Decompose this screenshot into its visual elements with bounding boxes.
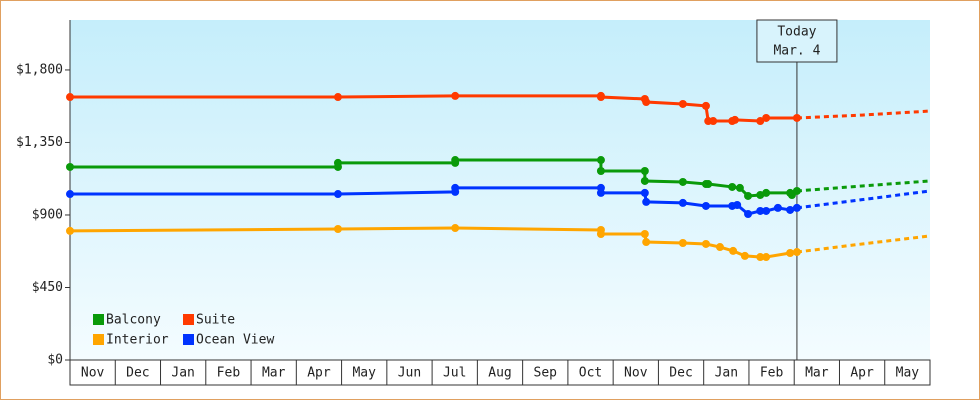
today-box: [756, 19, 838, 63]
point: [792, 248, 801, 257]
point: [744, 210, 753, 219]
today-label: Mar. 4: [773, 44, 820, 59]
point: [333, 158, 342, 167]
x-tick-label: Dec: [669, 366, 692, 381]
x-tick-label: Sep: [534, 366, 558, 381]
point: [735, 183, 744, 192]
legend-swatch: [93, 314, 104, 325]
point: [762, 188, 771, 197]
x-tick-label: Apr: [307, 366, 331, 381]
point: [701, 101, 710, 110]
point: [701, 239, 710, 248]
point: [333, 224, 342, 233]
x-tick-label: Mar: [262, 366, 286, 381]
plot-area: [70, 20, 930, 360]
forecast-line: [796, 189, 931, 210]
legend-label: Ocean View: [196, 333, 274, 348]
point: [640, 176, 649, 185]
forecast-line: [796, 234, 931, 254]
point: [642, 197, 651, 206]
point: [733, 200, 742, 209]
point: [744, 191, 753, 200]
x-tick-label: Jun: [398, 366, 421, 381]
point: [709, 117, 718, 126]
x-tick-label: Mar: [805, 366, 829, 381]
point: [451, 224, 460, 233]
x-tick-label: Nov: [624, 366, 648, 381]
series-line: [70, 94, 797, 123]
point: [756, 253, 765, 262]
point: [678, 99, 687, 108]
point: [640, 166, 649, 175]
point: [678, 198, 687, 207]
legend-swatch: [93, 334, 104, 345]
x-tick-label: Jan: [715, 366, 738, 381]
point: [66, 226, 74, 235]
point: [642, 98, 651, 107]
legend-label: Balcony: [106, 313, 161, 328]
y-tick-label: $1,350: [16, 135, 63, 150]
x-tick-label: Feb: [217, 366, 241, 381]
y-tick-label: $1,800: [16, 62, 63, 77]
legend-label: Interior: [106, 333, 169, 348]
point: [756, 206, 765, 215]
point: [786, 249, 795, 258]
forecast-line: [796, 109, 931, 120]
point: [596, 229, 605, 238]
point: [701, 201, 710, 210]
point: [642, 238, 651, 247]
point: [640, 229, 649, 238]
point: [66, 93, 74, 102]
x-tick-label: Apr: [850, 366, 874, 381]
point: [704, 180, 713, 189]
point: [740, 251, 749, 260]
point: [729, 246, 738, 255]
point: [792, 186, 801, 195]
point: [66, 162, 74, 171]
y-tick-label: $0: [47, 353, 63, 368]
point: [762, 253, 771, 262]
x-tick-label: Dec: [126, 366, 149, 381]
x-tick-label: Aug: [488, 366, 511, 381]
point: [678, 177, 687, 186]
point: [756, 117, 765, 126]
point: [762, 113, 771, 122]
x-tick-label: Oct: [579, 366, 602, 381]
x-axis-band: [69, 359, 931, 386]
point: [451, 183, 460, 192]
x-tick-label: May: [896, 366, 920, 381]
point: [640, 188, 649, 197]
point: [333, 190, 342, 199]
x-tick-label: Jul: [443, 366, 466, 381]
today-label: Today: [777, 25, 816, 40]
legend-label: Suite: [196, 313, 235, 328]
point: [678, 239, 687, 248]
x-tick-label: Jan: [171, 366, 194, 381]
point: [773, 203, 782, 212]
point: [451, 91, 460, 100]
point: [451, 156, 460, 165]
point: [596, 188, 605, 197]
point: [792, 113, 801, 122]
x-tick-label: May: [352, 366, 376, 381]
point: [792, 203, 801, 212]
x-tick-label: Feb: [760, 366, 784, 381]
point: [728, 182, 737, 191]
legend-swatch: [183, 314, 194, 325]
x-tick-label: Nov: [81, 366, 105, 381]
point: [333, 93, 342, 102]
point: [762, 206, 771, 215]
point: [596, 93, 605, 102]
point: [66, 190, 74, 199]
y-tick-label: $450: [32, 280, 63, 295]
point: [596, 166, 605, 175]
forecast-line: [796, 179, 931, 193]
point: [786, 205, 795, 214]
point: [715, 243, 724, 252]
point: [596, 156, 605, 165]
y-tick-label: $900: [32, 207, 63, 222]
point: [730, 115, 739, 124]
legend-swatch: [183, 334, 194, 345]
